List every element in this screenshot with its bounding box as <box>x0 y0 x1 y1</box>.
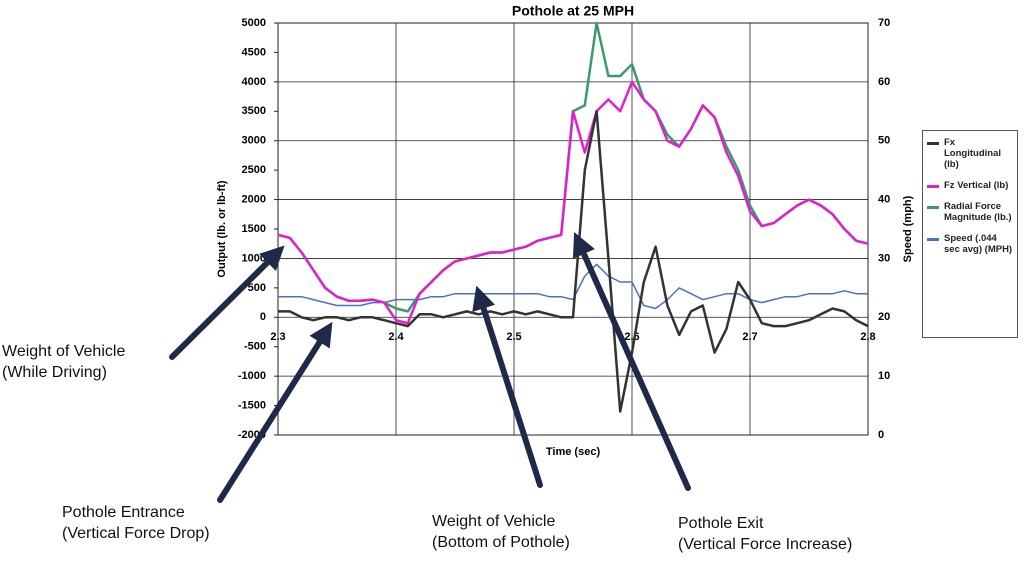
y-tick-label: 1500 <box>242 223 266 235</box>
y2-axis-label: Speed (mph) <box>902 195 914 262</box>
y2-tick-label: 40 <box>878 193 890 205</box>
arrows <box>169 232 691 503</box>
legend-item: Radial Force Magnitude (lb.) <box>927 201 1013 223</box>
y-tick-label: 4500 <box>242 46 266 58</box>
y2-tick-label: 60 <box>878 76 890 88</box>
annotation: (Bottom of Pothole) <box>432 534 570 551</box>
series-line <box>277 21 869 313</box>
legend-label: Fz Vertical (lb) <box>944 180 1009 191</box>
legend-swatch <box>927 206 939 209</box>
chart-title: Pothole at 25 MPH <box>512 3 634 19</box>
annotation: (Vertical Force Increase) <box>678 536 852 553</box>
legend-swatch <box>927 142 939 145</box>
series-line <box>278 263 868 310</box>
y-tick-label: 4000 <box>242 76 266 88</box>
y-tick-label: 3500 <box>242 105 266 117</box>
y2-tick-label: 10 <box>878 370 890 382</box>
annotation: Pothole Exit <box>678 515 764 532</box>
y2-tick-label: 70 <box>878 17 890 29</box>
y-tick-label: 0 <box>260 311 266 323</box>
y-tick-label: 2500 <box>242 164 266 176</box>
legend-item: Speed (.044 sec avg) (MPH) <box>927 233 1013 255</box>
x-tick-label: 2.8 <box>860 331 875 343</box>
y2-tick-label: 50 <box>878 135 890 147</box>
annotation: Weight of Vehicle <box>2 343 125 360</box>
legend-item: Fx Longitudinal (lb) <box>927 137 1013 170</box>
arrow <box>169 245 285 360</box>
x-tick-label: 2.4 <box>388 331 404 343</box>
x-tick-label: 2.5 <box>506 331 521 343</box>
grid <box>277 22 869 436</box>
x-tick-label: 2.3 <box>270 331 285 343</box>
annotation: (Vertical Force Drop) <box>62 525 210 542</box>
y2-tick-label: 0 <box>878 429 884 441</box>
annotation: (While Driving) <box>2 364 107 381</box>
y-tick-label: -1500 <box>238 399 266 411</box>
y-axis-label: Output (lb. or lb-ft) <box>216 180 228 277</box>
y2-tick-label: 30 <box>878 252 890 264</box>
series-line <box>278 110 869 413</box>
y-tick-label: -1000 <box>238 370 266 382</box>
legend-label: Speed (.044 sec avg) (MPH) <box>944 233 1013 255</box>
legend-label: Radial Force Magnitude (lb.) <box>944 201 1012 223</box>
legend-item: Fz Vertical (lb) <box>927 180 1013 191</box>
arrow <box>572 232 691 491</box>
y-tick-label: 500 <box>248 282 266 294</box>
x-tick-label: 2.7 <box>742 331 757 343</box>
legend-swatch <box>927 185 939 188</box>
x-tick-label: 2.6 <box>624 331 639 343</box>
y-tick-label: 3000 <box>242 135 266 147</box>
series-line <box>277 80 869 325</box>
annotation: Pothole Entrance <box>62 504 185 521</box>
y-tick-label: 1000 <box>242 252 266 264</box>
y-tick-label: -500 <box>244 341 266 353</box>
y-tick-label: 5000 <box>242 17 266 29</box>
annotation: Weight of Vehicle <box>432 513 555 530</box>
arrow <box>472 285 543 488</box>
legend-swatch <box>927 238 939 241</box>
y2-tick-label: 20 <box>878 311 890 323</box>
legend: Fx Longitudinal (lb) Fz Vertical (lb) Radi… <box>922 130 1018 338</box>
legend-label: Fx Longitudinal (lb) <box>944 137 1001 170</box>
plot-area <box>277 22 869 436</box>
x-axis-label: Time (sec) <box>546 446 601 458</box>
y-tick-label: 2000 <box>242 193 266 205</box>
arrow <box>217 321 333 503</box>
